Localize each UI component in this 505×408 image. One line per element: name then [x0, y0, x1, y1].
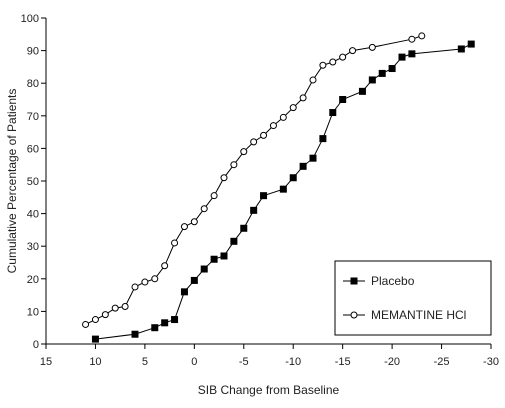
series-0-point [161, 319, 169, 327]
x-tick-label: -15 [335, 356, 351, 368]
series-1-point [349, 47, 357, 55]
series-1-point [240, 148, 248, 156]
series-1-point [91, 316, 99, 324]
series-1-point [230, 161, 238, 169]
series-0-point [171, 316, 179, 324]
y-tick-label: 20 [27, 274, 39, 286]
series-0-point [260, 192, 268, 200]
series-0-point [151, 324, 159, 332]
series-layer [82, 32, 475, 343]
x-tick-label: -20 [384, 356, 400, 368]
y-tick-label: 80 [27, 78, 39, 90]
series-1-point [339, 53, 347, 61]
y-tick-label: 30 [27, 241, 39, 253]
x-tick-label: 15 [40, 356, 52, 368]
y-tick-label: 100 [21, 13, 39, 25]
x-tick-label: -10 [285, 356, 301, 368]
series-0-point [289, 174, 297, 182]
series-0-point [200, 265, 208, 273]
series-0-point [378, 69, 386, 77]
legend: Placebo MEMANTINE HCl [334, 260, 492, 336]
series-1-point [250, 138, 258, 146]
legend-label: Placebo [371, 274, 415, 288]
series-1-point [200, 205, 208, 213]
x-tick-label: 10 [89, 356, 101, 368]
series-0-point [230, 237, 238, 245]
series-1-point [279, 113, 287, 121]
series-1-point [111, 304, 119, 312]
x-tick-label: -30 [483, 356, 499, 368]
series-0-point [408, 50, 416, 58]
series-1-point [180, 223, 188, 231]
series-1-point [161, 262, 169, 270]
series-1-point [418, 32, 426, 40]
x-tick-label: -25 [434, 356, 450, 368]
series-1-point [171, 239, 179, 247]
series-1-point [319, 61, 327, 69]
series-0-point [358, 87, 366, 95]
series-1-point [210, 192, 218, 200]
y-tick-label: 90 [27, 46, 39, 58]
y-axis-title: Cumulative Percentage of Patients [5, 89, 19, 274]
series-1-point [82, 320, 90, 328]
series-0-point [457, 45, 465, 53]
series-1-point [101, 311, 109, 319]
series-0-point [398, 53, 406, 61]
x-tick-label: -5 [239, 356, 249, 368]
series-0-point [309, 154, 317, 162]
y-tick-label: 40 [27, 209, 39, 221]
series-1-point [299, 94, 307, 102]
series-1-point [131, 283, 139, 291]
series-0-point [368, 76, 376, 84]
series-0-point [210, 255, 218, 263]
series-1-point [368, 43, 376, 51]
x-axis-title: SIB Change from Baseline [198, 383, 340, 397]
y-tick-label: 0 [33, 339, 39, 351]
series-1-point [329, 58, 337, 66]
y-tick-label: 10 [27, 306, 39, 318]
series-1-point [289, 104, 297, 112]
series-1-point [190, 218, 198, 226]
series-0-point [299, 162, 307, 170]
series-1-point [309, 76, 317, 84]
series-0-point [279, 185, 287, 193]
legend-box [334, 260, 492, 336]
series-0-point [250, 206, 258, 214]
series-0-point [467, 40, 475, 48]
series-1-point [260, 131, 268, 139]
series-0-point [319, 135, 327, 143]
series-0 [91, 40, 475, 343]
series-0-point [180, 288, 188, 296]
legend-swatch-marker [350, 311, 358, 319]
x-tick-label: 5 [142, 356, 148, 368]
series-0-point [388, 65, 396, 73]
series-0-point [190, 276, 198, 284]
x-tick-label: 0 [191, 356, 197, 368]
series-1-point [408, 35, 416, 43]
series-0-point [131, 330, 139, 338]
y-tick-label: 60 [27, 143, 39, 155]
series-1 [82, 32, 426, 328]
series-1-point [151, 275, 159, 283]
series-0-point [220, 252, 228, 260]
series-1-point [269, 122, 277, 130]
series-1-point [220, 174, 228, 182]
y-tick-label: 50 [27, 176, 39, 188]
series-0-point [339, 96, 347, 103]
series-0-point [91, 335, 99, 343]
y-tick-label: 70 [27, 111, 39, 123]
legend-swatch-marker [350, 277, 358, 285]
series-1-point [141, 278, 149, 286]
series-0-point [240, 224, 248, 232]
series-0-point [329, 109, 337, 117]
series-1-point [121, 303, 129, 311]
legend-label: MEMANTINE HCl [371, 308, 466, 322]
